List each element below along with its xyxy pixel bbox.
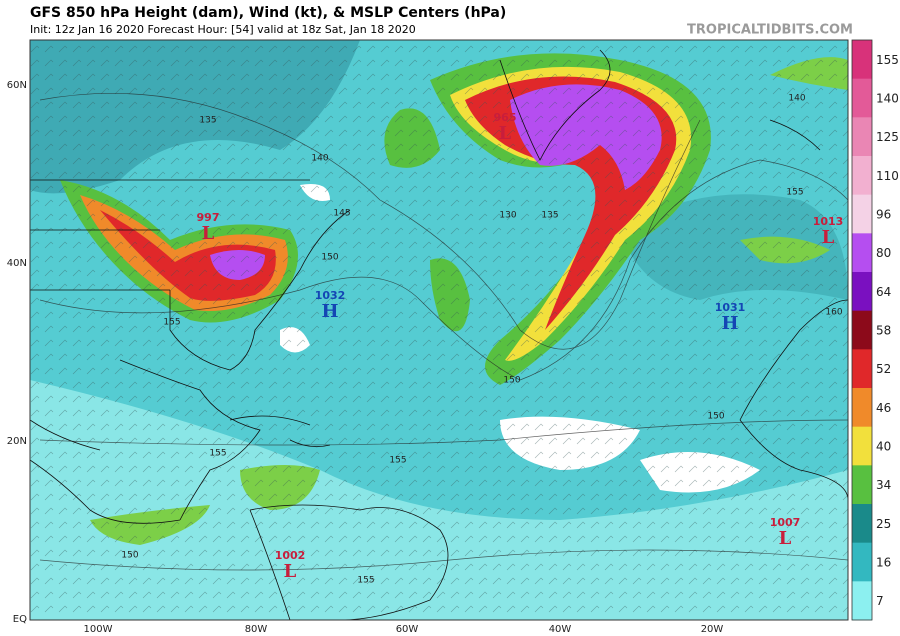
subtitle: Init: 12z Jan 16 2020 Forecast Hour: [54… xyxy=(30,23,416,36)
contour-label: 150 xyxy=(503,376,520,386)
pressure-center: L xyxy=(499,123,512,144)
longitude-label: 100W xyxy=(84,624,113,635)
latitude-label: EQ xyxy=(13,614,27,625)
colorbar-label: 7 xyxy=(876,594,884,608)
map-frame xyxy=(29,39,849,621)
contour-label: 140 xyxy=(788,94,805,104)
pressure-center: H xyxy=(321,301,338,322)
pressure-value: 1031 xyxy=(715,301,746,314)
colorbar-label: 52 xyxy=(876,362,891,376)
pressure-center: H xyxy=(721,313,738,334)
contour-label: 150 xyxy=(321,253,338,263)
longitude-label: 60W xyxy=(396,624,419,635)
contour-label: 155 xyxy=(209,449,226,459)
pressure-value: 1007 xyxy=(770,516,801,529)
colorbar-label: 125 xyxy=(876,130,899,144)
longitude-label: 40W xyxy=(549,624,572,635)
colorbar-swatch xyxy=(852,272,872,312)
pressure-center: L xyxy=(284,561,297,582)
contour-label: 130 xyxy=(499,211,516,221)
contour-label: 160 xyxy=(825,308,842,318)
colorbar-label: 40 xyxy=(876,440,891,454)
colorbar-label: 140 xyxy=(876,92,899,106)
colorbar-swatch xyxy=(852,542,872,582)
pressure-center: L xyxy=(822,227,835,248)
pressure-value: 965 xyxy=(494,111,517,124)
longitude-label: 80W xyxy=(245,624,268,635)
contour-label: 145 xyxy=(333,209,350,219)
contour-label: 150 xyxy=(707,412,724,422)
contour-label: 155 xyxy=(163,318,180,328)
wind-barbs xyxy=(30,40,848,620)
contour-label: 150 xyxy=(121,551,138,561)
colorbar-label: 64 xyxy=(876,285,891,299)
colorbar-swatch xyxy=(852,426,872,466)
contour-label: 155 xyxy=(389,456,406,466)
colorbar-swatch xyxy=(852,504,872,544)
height-contours xyxy=(39,92,848,571)
colorbar-swatch xyxy=(852,465,872,505)
colorbar-label: 80 xyxy=(876,246,891,260)
colorbar-label: 46 xyxy=(876,401,891,415)
contour-label: 155 xyxy=(786,188,803,198)
colorbar-label: 58 xyxy=(876,324,891,338)
colorbar-swatch xyxy=(852,40,872,80)
colorbar-label: 155 xyxy=(876,53,899,67)
colorbar-frame xyxy=(851,39,873,621)
brand: TROPICALTIDBITS.COM xyxy=(687,23,853,38)
pressure-value: 1032 xyxy=(315,289,346,302)
colorbar-swatch xyxy=(852,233,872,273)
colorbar-swatch xyxy=(852,194,872,234)
title: GFS 850 hPa Height (dam), Wind (kt), & M… xyxy=(30,5,506,21)
colorbar-label: 16 xyxy=(876,556,891,570)
pressure-center: L xyxy=(202,223,215,244)
colorbar-swatch xyxy=(852,78,872,118)
longitude-label: 20W xyxy=(701,624,724,635)
contour-label: 155 xyxy=(357,576,374,586)
latitude-label: 60N xyxy=(7,80,27,91)
colorbar-label: 25 xyxy=(876,517,891,531)
pressure-value: 1002 xyxy=(275,549,306,562)
pressure-value: 1013 xyxy=(813,215,844,228)
latitude-label: 20N xyxy=(7,436,27,447)
colorbar-swatch xyxy=(852,310,872,350)
contour-label: 135 xyxy=(541,211,558,221)
colorbar-swatch xyxy=(852,581,872,621)
colorbar-swatch xyxy=(852,349,872,389)
colorbar-label: 110 xyxy=(876,169,899,183)
coastlines xyxy=(30,49,848,620)
latitude-label: 40N xyxy=(7,258,27,269)
colorbar-swatch xyxy=(852,117,872,157)
colorbar-label: 96 xyxy=(876,208,891,222)
pressure-value: 997 xyxy=(197,211,220,224)
colorbar-swatch xyxy=(852,156,872,196)
map-area xyxy=(30,40,848,620)
pressure-center: L xyxy=(779,528,792,549)
contour-label: 140 xyxy=(311,154,328,164)
colorbar-label: 34 xyxy=(876,478,891,492)
colorbar-swatch xyxy=(852,388,872,428)
contour-label: 135 xyxy=(199,116,216,126)
